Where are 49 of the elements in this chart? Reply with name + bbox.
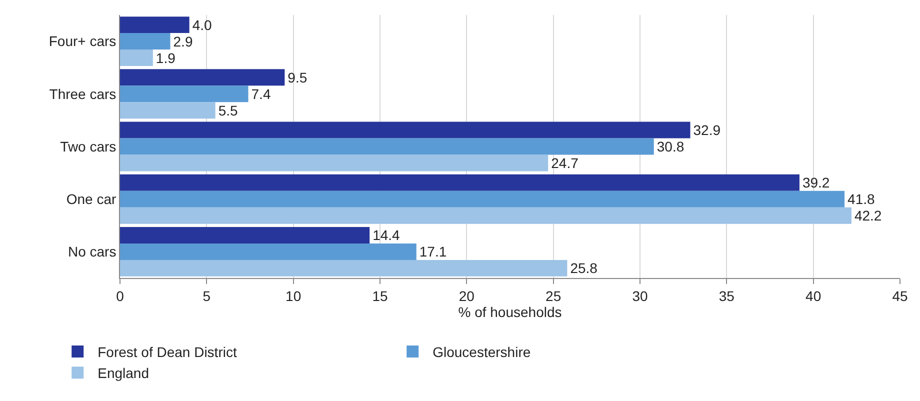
data-label: 2.9 <box>173 33 193 50</box>
x-tick-label: 45 <box>892 288 908 304</box>
bar <box>120 86 248 102</box>
data-label: 30.8 <box>656 138 684 154</box>
y-tick-label: Two cars <box>60 138 116 154</box>
data-label: 5.5 <box>218 102 238 118</box>
data-label: 14.4 <box>372 227 400 244</box>
x-tick-label: 35 <box>718 288 735 304</box>
data-label: 9.5 <box>288 69 308 86</box>
x-tick-label: 25 <box>546 288 562 304</box>
bar <box>120 33 170 50</box>
data-label: 24.7 <box>551 154 579 171</box>
legend-label: England <box>98 365 149 382</box>
data-label: 7.4 <box>251 86 271 102</box>
bar <box>120 16 190 34</box>
x-axis-title: % of households <box>458 304 562 320</box>
x-tick-label: 5 <box>202 288 211 304</box>
bar <box>120 243 416 260</box>
bar <box>120 190 845 208</box>
data-label: 17.1 <box>419 244 447 260</box>
y-tick-label: One car <box>66 191 117 207</box>
data-label: 1.9 <box>156 50 176 66</box>
bar <box>120 69 285 86</box>
bar <box>120 226 370 244</box>
legend-label: Gloucestershire <box>432 344 531 360</box>
x-tick-label: 20 <box>458 288 475 304</box>
y-tick-label: No cars <box>68 244 116 260</box>
bar <box>120 102 216 119</box>
y-tick-label: Four+ cars <box>48 33 116 50</box>
bar <box>120 50 153 66</box>
bar <box>120 154 548 172</box>
x-tick-label: 30 <box>632 288 648 304</box>
data-label: 32.9 <box>693 122 721 138</box>
bar <box>120 174 800 191</box>
bar <box>120 260 568 276</box>
x-tick-label: 0 <box>116 288 124 304</box>
x-tick-label: 15 <box>372 288 388 304</box>
x-tick-label: 40 <box>806 288 822 304</box>
bar <box>120 122 690 138</box>
x-tick-label: 10 <box>286 288 302 304</box>
bar <box>120 207 852 224</box>
bar <box>120 138 654 155</box>
data-label: 41.8 <box>848 191 875 208</box>
y-tick-label: Three cars <box>49 86 116 102</box>
data-label: 42.2 <box>854 208 882 224</box>
data-label: 39.2 <box>802 174 830 191</box>
legend-label: Forest of Dean District <box>98 344 237 360</box>
data-label: 4.0 <box>192 16 212 33</box>
data-label: 25.8 <box>570 260 598 276</box>
